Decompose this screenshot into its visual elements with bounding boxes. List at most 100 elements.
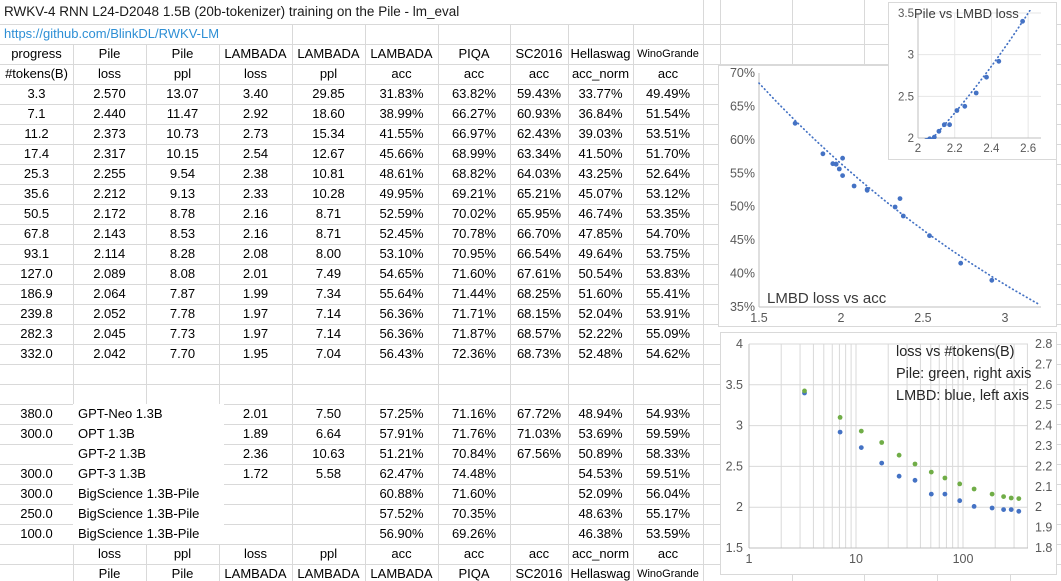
footer-cell[interactable]: SC2016	[515, 566, 563, 581]
table-cell[interactable]: 45.07%	[578, 186, 623, 201]
github-link[interactable]: https://github.com/BlinkDL/RWKV-LM	[4, 26, 220, 41]
table-cell[interactable]: 67.8	[23, 226, 50, 241]
column-header[interactable]: loss	[97, 66, 122, 81]
table-cell[interactable]: 7.70	[169, 346, 196, 361]
table-cell[interactable]: 43.25%	[578, 166, 623, 181]
table-cell[interactable]: 68.15%	[516, 306, 562, 321]
table-cell[interactable]: 72.36%	[451, 346, 497, 361]
table-cell[interactable]: 51.21%	[379, 446, 424, 461]
table-cell[interactable]: 53.75%	[645, 246, 691, 261]
table-cell[interactable]: 49.64%	[578, 246, 623, 261]
footer-cell[interactable]: acc_norm	[571, 546, 630, 561]
table-cell[interactable]: 53.91%	[645, 306, 691, 321]
table-cell[interactable]: 18.60	[312, 106, 345, 121]
table-cell[interactable]: 39.03%	[578, 126, 623, 141]
table-cell[interactable]: 50.5	[23, 206, 50, 221]
table-cell[interactable]: 2.317	[93, 146, 126, 161]
column-header[interactable]: SC2016	[515, 46, 563, 61]
table-cell[interactable]: 2.052	[93, 306, 126, 321]
table-cell[interactable]: 250.0	[20, 506, 53, 521]
table-cell[interactable]: 67.61%	[516, 266, 562, 281]
table-cell[interactable]: 2.089	[93, 266, 126, 281]
column-header[interactable]: ppl	[173, 66, 192, 81]
table-cell[interactable]: 127.0	[20, 266, 53, 281]
table-cell[interactable]: 71.76%	[451, 426, 497, 441]
table-cell[interactable]: 300.0	[20, 466, 53, 481]
column-header[interactable]: acc	[657, 66, 679, 81]
column-header[interactable]: acc_norm	[571, 66, 630, 81]
table-cell[interactable]: 50.89%	[578, 446, 623, 461]
table-cell[interactable]: 29.85	[312, 86, 345, 101]
table-cell[interactable]: 3.40	[242, 86, 269, 101]
table-cell[interactable]: 2.16	[242, 226, 269, 241]
table-cell[interactable]: 38.99%	[379, 106, 424, 121]
footer-cell[interactable]: ppl	[319, 546, 338, 561]
table-cell[interactable]: 2.045	[93, 326, 126, 341]
table-cell[interactable]: 55.17%	[645, 506, 691, 521]
table-cell[interactable]: 7.34	[315, 286, 342, 301]
table-cell[interactable]: 1.97	[242, 326, 269, 341]
model-name-cell[interactable]: GPT-3 1.3B	[73, 464, 224, 484]
table-cell[interactable]: 60.88%	[379, 486, 424, 501]
table-cell[interactable]: 11.2	[24, 126, 49, 141]
table-cell[interactable]: 52.09%	[578, 486, 623, 501]
table-cell[interactable]: 54.62%	[645, 346, 691, 361]
table-cell[interactable]: 65.21%	[516, 186, 562, 201]
footer-cell[interactable]: LAMBADA	[224, 566, 287, 581]
table-cell[interactable]: 2.440	[93, 106, 126, 121]
footer-cell[interactable]: Pile	[98, 566, 121, 581]
footer-cell[interactable]: LAMBADA	[370, 566, 433, 581]
table-cell[interactable]: 8.78	[169, 206, 196, 221]
table-cell[interactable]: 7.14	[315, 326, 342, 341]
table-cell[interactable]: 56.43%	[379, 346, 424, 361]
table-cell[interactable]: 11.47	[166, 106, 199, 121]
table-cell[interactable]: 70.78%	[451, 226, 497, 241]
table-cell[interactable]: 47.85%	[578, 226, 623, 241]
table-cell[interactable]: 2.143	[93, 226, 126, 241]
model-name-cell[interactable]: BigScience 1.3B-Pile	[73, 484, 224, 504]
footer-cell[interactable]: acc	[391, 546, 412, 561]
column-header[interactable]: Hellaswag	[570, 46, 631, 61]
table-cell[interactable]: 63.34%	[516, 146, 562, 161]
column-header[interactable]: acc	[528, 66, 550, 81]
table-cell[interactable]: 93.1	[23, 246, 50, 261]
table-cell[interactable]: 1.95	[242, 346, 269, 361]
table-cell[interactable]: 2.373	[93, 126, 126, 141]
table-cell[interactable]: 67.72%	[516, 406, 562, 421]
chart-pile-vs-lmbd-loss[interactable]: 2 2.5 3 3.5 2 2.2 2.4 2.6 Pile vs LMBD loss	[888, 2, 1057, 160]
table-cell[interactable]: 15.34	[312, 126, 345, 141]
model-name-cell[interactable]: OPT 1.3B	[73, 424, 224, 444]
model-name-cell[interactable]: BigScience 1.3B-Pile	[73, 504, 224, 524]
table-cell[interactable]: 48.94%	[578, 406, 623, 421]
table-cell[interactable]: 53.10%	[379, 246, 424, 261]
table-cell[interactable]: 2.064	[93, 286, 126, 301]
table-cell[interactable]: 48.63%	[578, 506, 623, 521]
table-cell[interactable]: 100.0	[20, 526, 53, 541]
table-cell[interactable]: 5.58	[315, 466, 342, 481]
column-header[interactable]: Pile	[171, 46, 194, 61]
column-header[interactable]: progress	[11, 46, 62, 61]
table-cell[interactable]: 70.02%	[451, 206, 497, 221]
table-cell[interactable]: 57.52%	[379, 506, 424, 521]
table-cell[interactable]: 2.114	[93, 246, 126, 261]
table-cell[interactable]: 2.08	[242, 246, 269, 261]
table-cell[interactable]: 51.54%	[645, 106, 691, 121]
table-cell[interactable]: 55.41%	[645, 286, 691, 301]
table-cell[interactable]: 68.99%	[451, 146, 497, 161]
table-cell[interactable]: 9.54	[169, 166, 196, 181]
table-cell[interactable]: 2.255	[93, 166, 126, 181]
column-header[interactable]: WinoGrande	[637, 48, 699, 60]
footer-cell[interactable]: PIQA	[458, 566, 490, 581]
table-cell[interactable]: 54.53%	[578, 466, 623, 481]
table-cell[interactable]: 10.63	[312, 446, 345, 461]
table-cell[interactable]: 8.53	[169, 226, 196, 241]
table-cell[interactable]: 2.042	[93, 346, 126, 361]
table-cell[interactable]: 50.54%	[578, 266, 623, 281]
column-header[interactable]: LAMBADA	[224, 46, 287, 61]
table-cell[interactable]: 58.33%	[645, 446, 691, 461]
table-cell[interactable]: 7.14	[315, 306, 342, 321]
table-cell[interactable]: 2.570	[93, 86, 126, 101]
table-cell[interactable]: 36.84%	[578, 106, 623, 121]
table-cell[interactable]: 10.73	[166, 126, 199, 141]
table-cell[interactable]: 10.15	[166, 146, 199, 161]
